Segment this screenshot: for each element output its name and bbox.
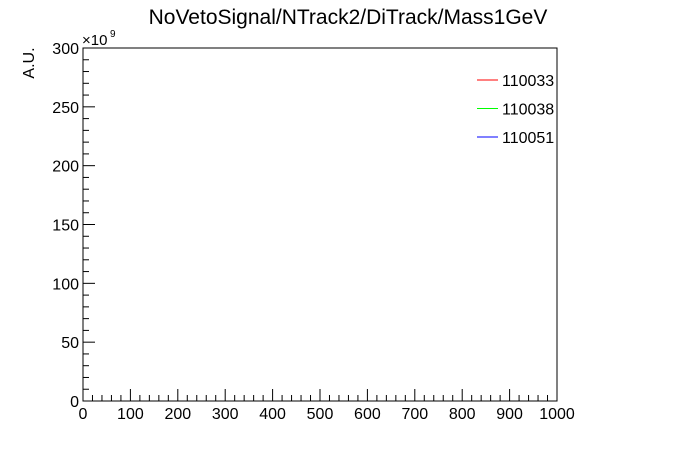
y-tick-label: 50	[61, 335, 79, 352]
x-tick-label: 600	[354, 406, 381, 423]
y-tick-label: 150	[52, 218, 79, 235]
y-tick-label: 100	[52, 276, 79, 293]
legend-label-110051: 110051	[502, 130, 554, 147]
y-tick-label: 200	[52, 159, 79, 176]
legend-label-110033: 110033	[502, 73, 554, 90]
legend: 110033 110038 110051	[477, 73, 554, 147]
y-multiplier: ×10 9	[82, 29, 116, 49]
x-tick-label: 100	[117, 406, 144, 423]
axes-layer: 0 100 200 300 400 500 600 700 800 900 1000 0 50 100 15…	[52, 41, 575, 423]
x-tick-label: 700	[401, 406, 428, 423]
x-tick-label: 800	[449, 406, 476, 423]
x-tick-label: 900	[496, 406, 523, 423]
y-axis-label: A.U.	[21, 47, 38, 78]
legend-label-110038: 110038	[502, 102, 554, 119]
x-tick-label: 200	[164, 406, 191, 423]
x-tick-label: 400	[259, 406, 286, 423]
x-tick-label: 1000	[539, 406, 575, 423]
y-tick-label: 300	[52, 41, 79, 58]
x-tick-label: 500	[307, 406, 334, 423]
y-tick-label: 250	[52, 100, 79, 117]
y-multiplier-exponent: 9	[110, 29, 116, 40]
x-tick-label: 0	[79, 406, 88, 423]
chart-title: NoVetoSignal/NTrack2/DiTrack/Mass1GeV	[149, 6, 548, 29]
y-tick-label: 0	[70, 394, 79, 411]
y-multiplier-base: ×10	[82, 32, 107, 49]
x-tick-label: 300	[212, 406, 239, 423]
plot-frame	[82, 47, 558, 402]
